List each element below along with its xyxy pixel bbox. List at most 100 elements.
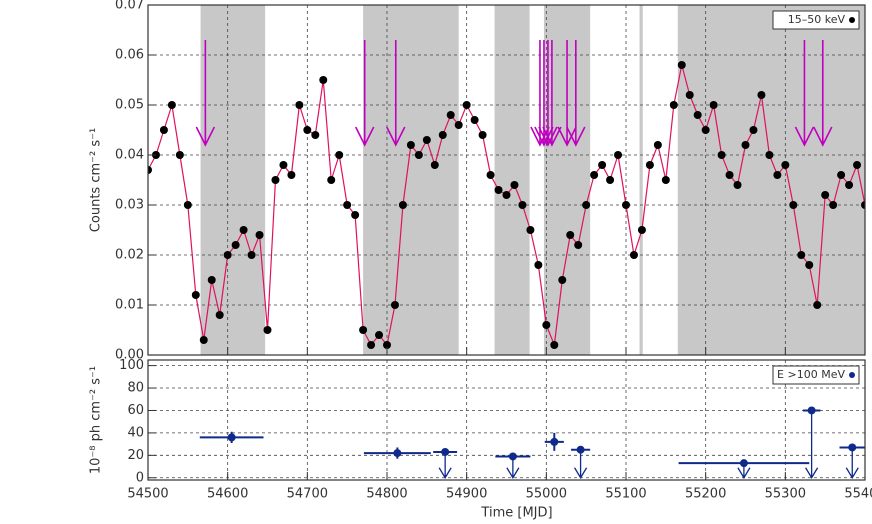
x-tick-label: 54700	[287, 487, 328, 502]
data-point	[239, 226, 248, 234]
x-tick-label: 54800	[366, 487, 407, 502]
data-point	[757, 91, 766, 99]
data-point	[661, 176, 670, 184]
data-point	[327, 176, 336, 184]
y-tick-label: 0.07	[115, 0, 144, 13]
legend-symbol	[849, 17, 855, 23]
data-point	[295, 101, 304, 109]
data-point	[781, 161, 790, 169]
data-point	[287, 171, 296, 179]
data-point	[383, 341, 391, 349]
data-point	[359, 326, 368, 334]
data-point	[861, 201, 865, 209]
data-point	[837, 171, 846, 179]
data-point	[566, 231, 575, 239]
data-point	[637, 226, 646, 234]
data-point	[494, 186, 503, 194]
data-point	[351, 211, 360, 219]
x-tick-label: 54500	[127, 487, 168, 502]
data-point	[335, 151, 344, 159]
data-point	[430, 161, 439, 169]
data-point	[821, 191, 830, 199]
data-point	[526, 226, 535, 234]
data-point	[789, 201, 798, 209]
y-tick-label: 20	[127, 448, 144, 463]
x-tick-label: 55400	[844, 487, 872, 502]
arrow	[794, 40, 815, 147]
data-point	[441, 447, 450, 456]
data-point	[550, 341, 559, 349]
data-point	[534, 261, 543, 269]
shaded-region	[363, 5, 459, 355]
data-point	[741, 141, 750, 149]
legend-symbol	[849, 372, 855, 378]
data-point	[393, 449, 402, 458]
arrow	[542, 40, 562, 147]
data-point	[247, 251, 256, 259]
y-tick-label: 0.00	[115, 348, 144, 363]
data-point	[279, 161, 288, 169]
data-point	[693, 111, 702, 119]
data-point	[813, 301, 822, 309]
data-point	[574, 241, 583, 249]
data-point	[223, 251, 232, 259]
y-tick-label: 100	[119, 358, 144, 373]
y-tick-label: 0.05	[115, 98, 144, 113]
data-point	[797, 251, 806, 259]
x-axis-label: Time [MJD]	[480, 506, 552, 521]
data-point	[829, 201, 838, 209]
data-point	[590, 171, 599, 179]
y-tick-label: 0	[136, 470, 144, 485]
data-point	[183, 201, 192, 209]
data-point	[749, 126, 758, 134]
data-point	[765, 151, 774, 159]
data-point	[510, 181, 519, 189]
arrow	[538, 40, 558, 147]
data-point	[848, 443, 857, 452]
plot-frame	[147, 359, 866, 481]
legend: 15–50 keV	[772, 10, 860, 30]
data-point	[739, 459, 748, 468]
upper-limit-arrow	[574, 449, 588, 480]
data-point	[319, 76, 328, 84]
data-point	[398, 201, 407, 209]
shaded-region	[639, 5, 643, 355]
y-axis-label: Counts cm⁻² s⁻¹	[89, 128, 104, 232]
x-tick-label: 54600	[207, 487, 248, 502]
data-point	[414, 151, 423, 159]
x-tick-label: 54900	[446, 487, 487, 502]
shaded-region	[200, 5, 266, 355]
y-tick-label: 80	[127, 381, 144, 396]
data-point	[853, 161, 862, 169]
data-point	[406, 141, 415, 149]
arrow	[195, 40, 216, 147]
y-tick-label: 40	[127, 425, 144, 440]
data-point	[263, 326, 272, 334]
y-tick-label: 0.03	[115, 198, 144, 213]
y-tick-label: 0.04	[115, 148, 144, 163]
data-point	[462, 101, 471, 109]
y-tick-label: 60	[127, 403, 144, 418]
data-point	[303, 126, 312, 134]
data-point	[255, 231, 264, 239]
data-point	[614, 151, 623, 159]
x-tick-label: 55200	[685, 487, 726, 502]
data-point	[231, 241, 240, 249]
data-point	[582, 201, 591, 209]
legend-box	[772, 10, 860, 30]
arrow	[813, 40, 833, 147]
plot-frame	[147, 4, 866, 356]
shaded-region	[494, 5, 530, 355]
data-point	[502, 191, 511, 199]
legend-box	[772, 365, 860, 385]
legend: E >100 MeV	[772, 365, 860, 385]
y-tick-label: 0.02	[115, 248, 144, 263]
data-point	[167, 101, 176, 109]
data-point	[606, 176, 615, 184]
data-point	[199, 336, 208, 344]
arrow	[354, 40, 375, 147]
data-point	[470, 116, 479, 124]
data-point	[725, 171, 734, 179]
legend-label: 15–50 keV	[788, 13, 846, 26]
